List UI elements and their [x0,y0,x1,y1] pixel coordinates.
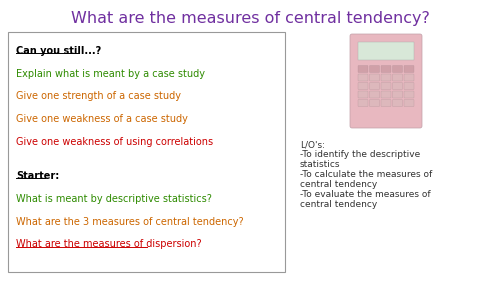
Text: L/O's:: L/O's: [300,140,325,149]
FancyBboxPatch shape [370,91,380,98]
FancyBboxPatch shape [381,83,391,90]
Text: Starter:: Starter: [16,171,60,181]
Text: Give one strength of a case study: Give one strength of a case study [16,92,181,101]
FancyBboxPatch shape [392,99,402,106]
Text: What are the 3 measures of central tendency?: What are the 3 measures of central tende… [16,217,243,226]
FancyBboxPatch shape [358,83,368,90]
FancyBboxPatch shape [381,74,391,81]
FancyBboxPatch shape [381,99,391,106]
Text: What is meant by descriptive statistics?: What is meant by descriptive statistics? [16,194,212,204]
FancyBboxPatch shape [392,91,402,98]
FancyBboxPatch shape [370,74,380,81]
FancyBboxPatch shape [404,74,414,81]
Text: Explain what is meant by a case study: Explain what is meant by a case study [16,69,205,79]
Text: What are the measures of central tendency?: What are the measures of central tendenc… [70,10,430,26]
FancyBboxPatch shape [358,74,368,81]
FancyBboxPatch shape [392,65,402,72]
FancyBboxPatch shape [392,83,402,90]
Text: central tendency: central tendency [300,180,378,189]
FancyBboxPatch shape [358,91,368,98]
FancyBboxPatch shape [404,91,414,98]
FancyBboxPatch shape [358,65,368,72]
Text: Give one weakness of using correlations: Give one weakness of using correlations [16,137,213,147]
FancyBboxPatch shape [370,99,380,106]
FancyBboxPatch shape [370,83,380,90]
Text: Give one weakness of a case study: Give one weakness of a case study [16,114,188,124]
FancyBboxPatch shape [392,74,402,81]
FancyBboxPatch shape [358,99,368,106]
FancyBboxPatch shape [370,65,380,72]
Bar [8,32,285,272]
Text: -To evaluate the measures of: -To evaluate the measures of [300,190,430,200]
Text: -To calculate the measures of: -To calculate the measures of [300,170,432,179]
FancyBboxPatch shape [404,99,414,106]
Text: What are the measures of dispersion?: What are the measures of dispersion? [16,239,202,249]
FancyBboxPatch shape [381,91,391,98]
FancyBboxPatch shape [404,65,414,72]
FancyBboxPatch shape [358,42,414,60]
Text: Can you still...?: Can you still...? [16,46,101,56]
Text: statistics: statistics [300,160,341,169]
FancyBboxPatch shape [381,65,391,72]
Text: central tendency: central tendency [300,200,378,209]
FancyBboxPatch shape [350,34,422,128]
FancyBboxPatch shape [404,83,414,90]
Text: -To identify the descriptive: -To identify the descriptive [300,150,420,159]
